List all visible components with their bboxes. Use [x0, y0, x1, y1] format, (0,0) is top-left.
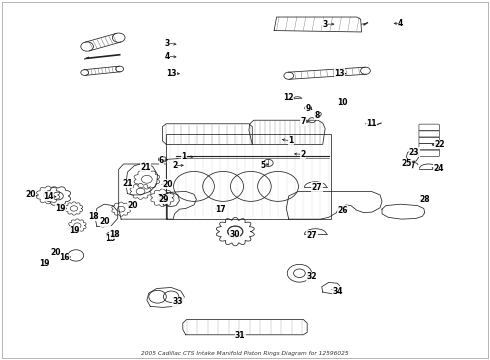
Text: 20: 20 [127, 201, 138, 210]
Text: 24: 24 [433, 164, 443, 173]
Text: 33: 33 [172, 297, 183, 306]
Text: 27: 27 [312, 183, 322, 192]
Text: 25: 25 [401, 159, 412, 168]
Text: 14: 14 [43, 192, 53, 201]
Text: 2: 2 [172, 161, 177, 170]
Text: 15: 15 [105, 234, 115, 243]
Text: 17: 17 [216, 205, 226, 214]
Text: 3: 3 [322, 20, 328, 29]
Text: 28: 28 [419, 195, 430, 204]
Text: 20: 20 [25, 190, 35, 199]
Text: 13: 13 [166, 69, 176, 78]
Text: 13: 13 [335, 69, 345, 78]
Text: 16: 16 [59, 253, 70, 262]
Text: 4: 4 [165, 52, 170, 61]
Text: 27: 27 [307, 231, 318, 240]
Text: 29: 29 [158, 195, 169, 204]
Text: 10: 10 [337, 98, 347, 107]
Text: 20: 20 [162, 180, 172, 189]
Text: 1: 1 [182, 152, 187, 161]
Text: 5: 5 [261, 161, 266, 170]
Text: 18: 18 [109, 230, 120, 239]
Text: 21: 21 [140, 163, 150, 172]
Text: 26: 26 [337, 206, 347, 215]
Text: 32: 32 [307, 272, 318, 281]
Text: 21: 21 [122, 179, 133, 188]
Text: 31: 31 [235, 331, 245, 340]
Text: 18: 18 [88, 212, 98, 221]
Text: 8: 8 [314, 111, 319, 120]
Text: 19: 19 [69, 226, 79, 235]
Text: 20: 20 [50, 248, 61, 257]
Text: 2005 Cadillac CTS Intake Manifold Piston Rings Diagram for 12596025: 2005 Cadillac CTS Intake Manifold Piston… [141, 351, 349, 356]
Text: 30: 30 [229, 230, 240, 239]
Text: 21: 21 [157, 194, 168, 203]
Text: 1: 1 [289, 136, 294, 145]
Text: 34: 34 [332, 287, 343, 296]
Text: 7: 7 [300, 117, 306, 126]
Text: 12: 12 [284, 93, 294, 102]
Text: 20: 20 [100, 217, 110, 226]
Text: 9: 9 [306, 104, 311, 113]
Text: 19: 19 [55, 204, 66, 213]
Text: 22: 22 [434, 140, 444, 149]
Text: 3: 3 [165, 39, 170, 48]
Text: 11: 11 [366, 118, 377, 127]
Text: 2: 2 [301, 150, 306, 159]
Text: 23: 23 [409, 148, 419, 157]
Text: 19: 19 [40, 259, 50, 268]
Text: 4: 4 [398, 19, 403, 28]
Text: 6: 6 [159, 156, 164, 165]
